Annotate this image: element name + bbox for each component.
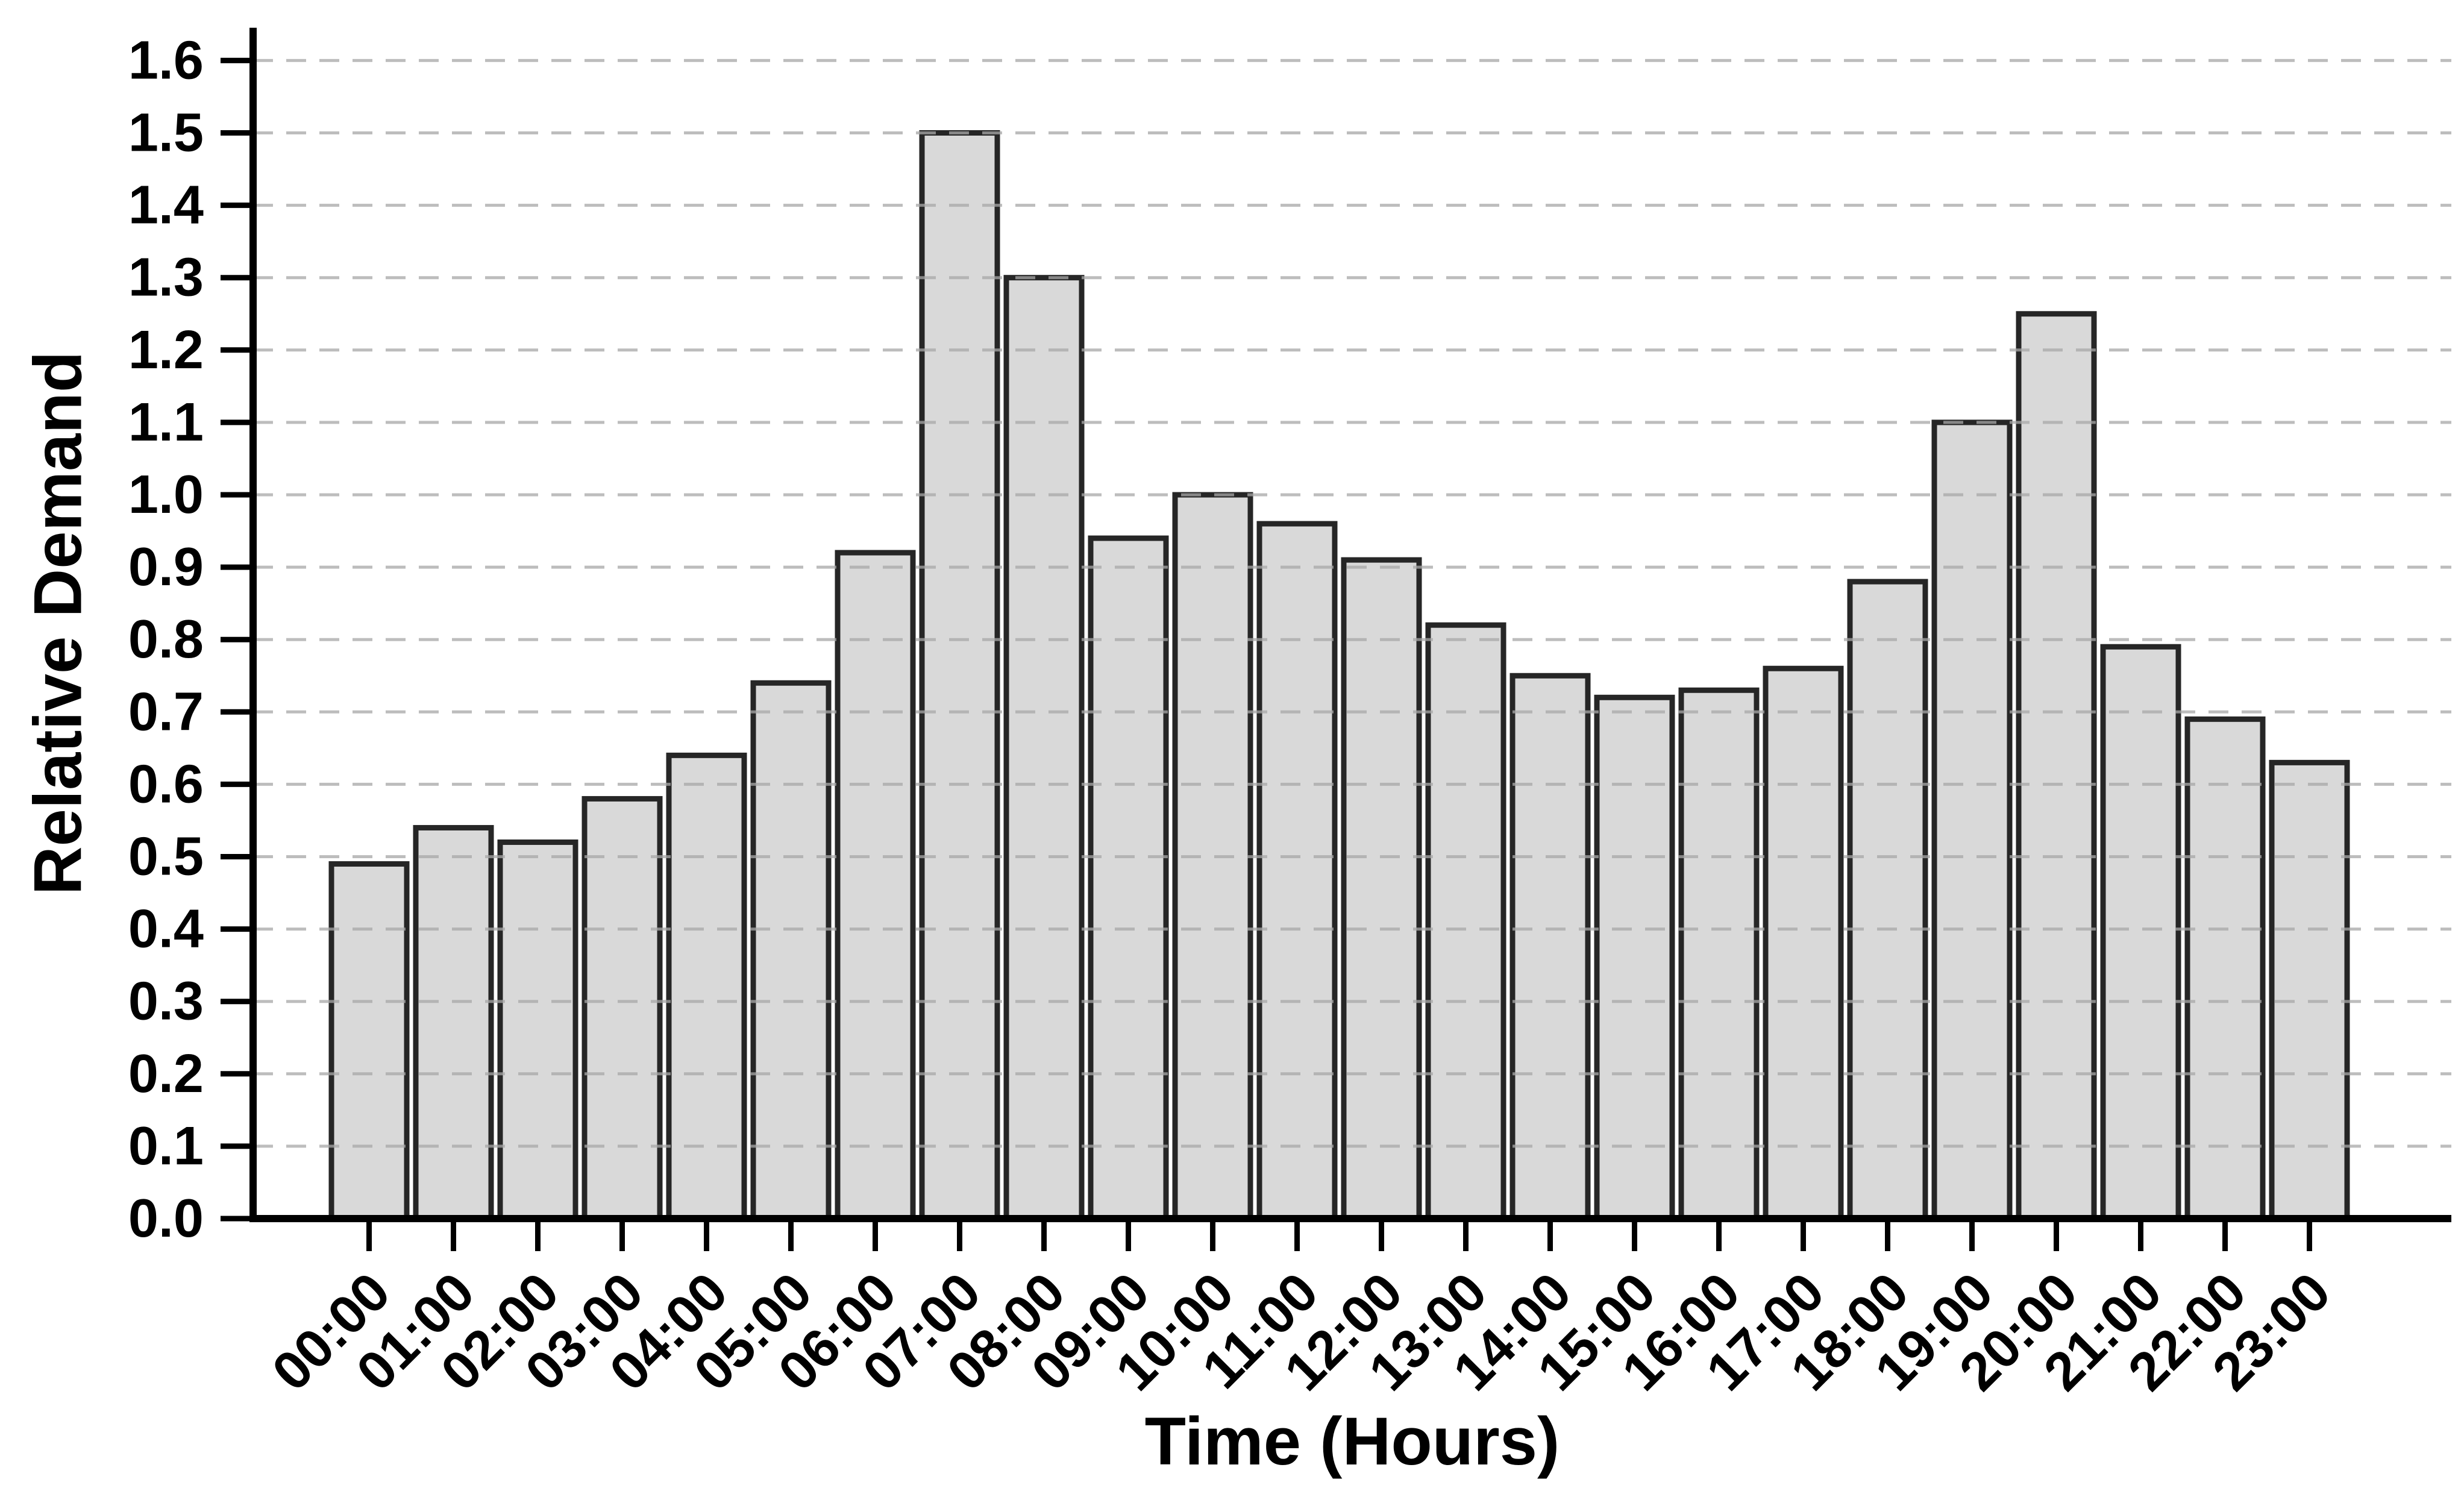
- y-tick-label: 1.5: [128, 103, 204, 163]
- bar-08:00: [1003, 275, 1085, 1222]
- y-tick-label: 1.1: [128, 392, 204, 453]
- y-tick-label: 1.3: [128, 248, 204, 308]
- bar-22:00: [2184, 716, 2266, 1222]
- y-tick-label: 0.0: [128, 1188, 204, 1249]
- bar-02:00: [497, 839, 578, 1222]
- bar-23:00: [2269, 759, 2350, 1222]
- bar-16:00: [1678, 687, 1760, 1222]
- y-tick-label: 0.8: [128, 609, 204, 670]
- y-tick-label: 0.3: [128, 971, 204, 1032]
- y-tick-label: 0.5: [128, 827, 204, 887]
- y-tick-label: 1.4: [128, 175, 204, 236]
- bar-21:00: [2100, 644, 2181, 1222]
- y-tick-label: 0.6: [128, 754, 204, 814]
- bar-20:00: [2016, 311, 2097, 1222]
- bar-18:00: [1847, 579, 1928, 1222]
- y-tick-label: 1.2: [128, 320, 204, 380]
- bar-13:00: [1425, 622, 1506, 1222]
- y-axis-title: Relative Demand: [20, 351, 96, 896]
- bar-03:00: [582, 796, 663, 1222]
- y-tick-label: 0.4: [128, 899, 204, 959]
- bar-04:00: [666, 752, 747, 1222]
- bar-07:00: [919, 130, 1000, 1222]
- bar-06:00: [835, 550, 916, 1222]
- axes-group: [249, 28, 2451, 1222]
- x-axis-title: Time (Hours): [1145, 1404, 1560, 1479]
- y-tick-label: 0.2: [128, 1044, 204, 1104]
- y-tick-label: 0.1: [128, 1116, 204, 1176]
- bar-11:00: [1256, 521, 1338, 1222]
- y-tick-label: 1.6: [128, 30, 204, 90]
- x-ticks-group: 00:0001:0002:0003:0004:0005:0006:0007:00…: [261, 1222, 2342, 1402]
- bar-19:00: [1931, 419, 2013, 1222]
- bar-14:00: [1509, 673, 1591, 1222]
- gridlines-group: [253, 58, 2451, 1148]
- y-tick-label: 0.9: [128, 537, 204, 597]
- bar-01:00: [413, 824, 494, 1222]
- bar-00:00: [328, 861, 410, 1222]
- y-ticks-group: 0.0 0.1 0.2 0.3 0.4 0.5 0.6 0.7 0.8 0.9 1.0 1.1 1.2 1…: [128, 30, 249, 1249]
- y-tick-label: 0.7: [128, 682, 204, 742]
- bar-17:00: [1763, 665, 1844, 1222]
- bar-12:00: [1341, 557, 1422, 1222]
- bar-05:00: [750, 680, 832, 1222]
- bar-15:00: [1594, 694, 1675, 1222]
- y-tick-label: 1.0: [128, 465, 204, 525]
- bars-group: [328, 130, 2350, 1222]
